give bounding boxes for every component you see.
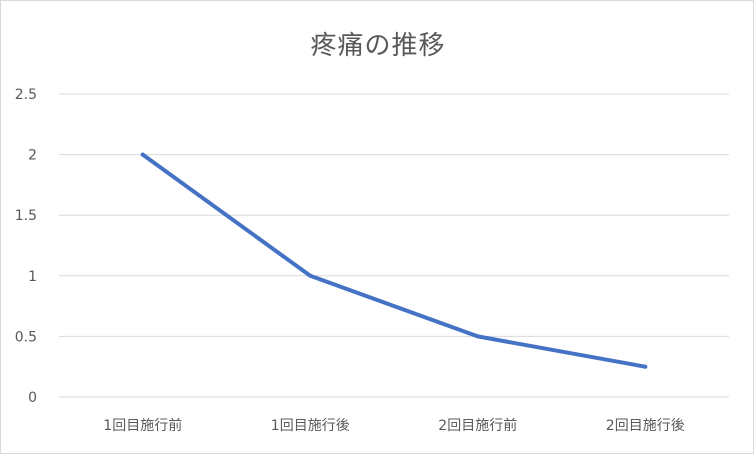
y-tick-label: 1.5	[15, 208, 37, 224]
chart-title: 疼痛の推移	[310, 31, 446, 61]
y-tick-label: 0.5	[15, 329, 37, 345]
y-tick-label: 0	[28, 390, 37, 406]
x-tick-label: 1回目施行前	[103, 417, 182, 434]
data-point	[643, 364, 648, 369]
y-tick-label: 1	[28, 269, 37, 285]
data-point	[475, 334, 480, 339]
x-tick-label: 1回目施行後	[271, 418, 350, 434]
y-tick-label: 2	[28, 148, 37, 164]
series-line	[140, 152, 648, 369]
x-tick-label: 2回目施行後	[606, 418, 685, 434]
data-point	[140, 152, 145, 157]
y-tick-label: 2.5	[15, 87, 37, 103]
data-point	[308, 273, 313, 278]
x-tick-label: 2回目施行前	[438, 417, 517, 434]
